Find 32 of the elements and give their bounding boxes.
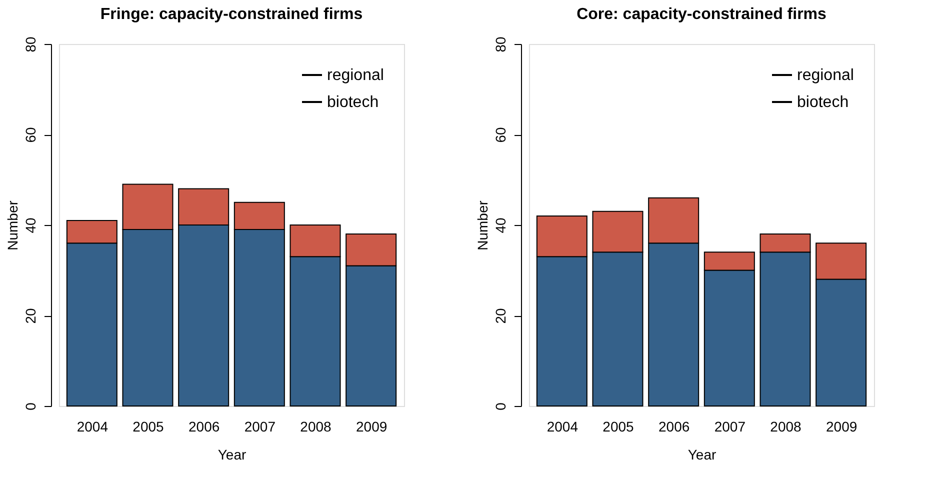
y-tick-label: 0 [22, 402, 38, 410]
y-tick-label: 20 [22, 308, 38, 324]
y-axis-title: Number [4, 200, 20, 250]
y-tick-label: 20 [492, 308, 508, 324]
legend-label: biotech [327, 94, 379, 111]
y-axis-title: Number [474, 200, 490, 250]
x-tick-label: 2006 [658, 418, 690, 434]
y-tick-label: 80 [492, 36, 508, 52]
y-tick-label: 60 [22, 127, 38, 143]
x-tick-label: 2007 [244, 418, 276, 434]
chart-title: Fringe: capacity-constrained firms [100, 6, 363, 24]
x-tick-label: 2007 [714, 418, 746, 434]
x-axis-title: Year [688, 446, 716, 462]
x-tick-label: 2008 [300, 418, 332, 434]
x-tick-label: 2005 [132, 418, 164, 434]
y-tick-label: 80 [22, 36, 38, 52]
legend-label: regional [327, 67, 384, 84]
y-tick-label: 40 [492, 218, 508, 234]
x-tick-label: 2008 [770, 418, 802, 434]
x-tick-label: 2004 [546, 418, 578, 434]
x-tick-label: 2006 [188, 418, 220, 434]
legend-label: regional [797, 67, 854, 84]
x-tick-label: 2005 [602, 418, 634, 434]
x-tick-label: 2004 [76, 418, 108, 434]
legend-label: biotech [797, 94, 849, 111]
y-tick-label: 0 [492, 402, 508, 410]
y-tick-label: 40 [22, 218, 38, 234]
chart-title: Core: capacity-constrained firms [576, 6, 827, 24]
y-tick-label: 60 [492, 127, 508, 143]
x-tick-label: 2009 [826, 418, 858, 434]
x-axis-title: Year [218, 446, 246, 462]
x-tick-label: 2009 [356, 418, 388, 434]
